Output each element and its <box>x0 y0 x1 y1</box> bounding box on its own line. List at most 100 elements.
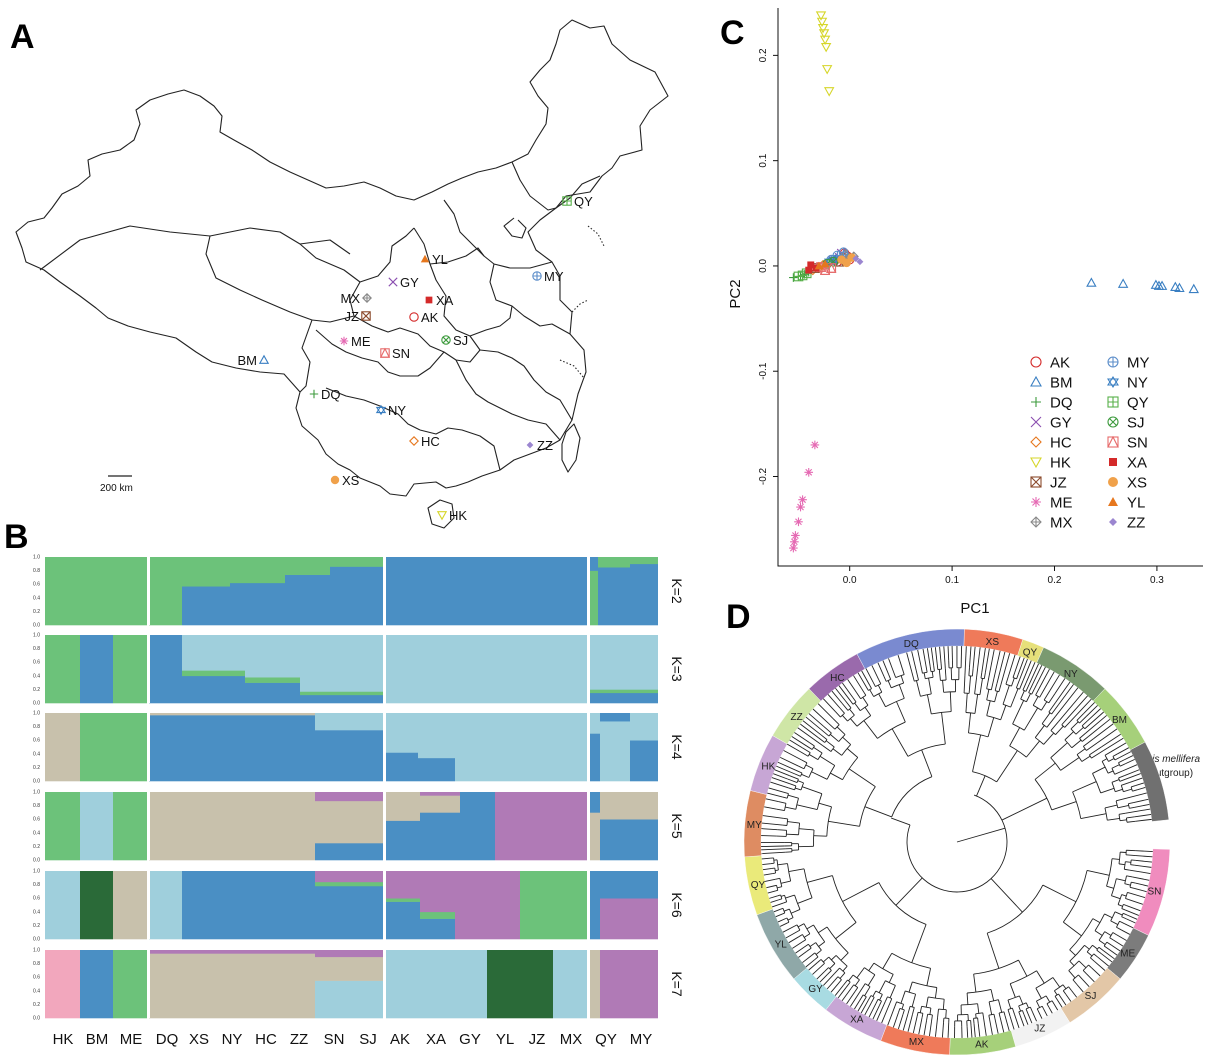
group-separator <box>383 557 386 625</box>
ancestry-block <box>182 675 245 704</box>
province-border <box>419 427 501 471</box>
coastline-detail <box>571 299 589 313</box>
ancestry-block <box>80 792 113 861</box>
legend-key-dq <box>1031 397 1041 407</box>
tree-branches <box>760 645 1153 1038</box>
pca-y-tick-label: -0.1 <box>758 362 769 380</box>
ancestry-block <box>420 792 460 796</box>
structure-y-tick: 0.2 <box>33 687 40 693</box>
pca-point <box>794 517 803 527</box>
ancestry-block <box>590 570 598 626</box>
province-border <box>489 263 571 335</box>
structure-y-tick: 0.2 <box>33 765 40 771</box>
legend-label-ak: AK <box>1050 355 1070 372</box>
pca-x-tick-label: 0.2 <box>1048 575 1062 586</box>
structure-row-k2: 0.0 0.2 0.4 0.6 0.8 1.0 K=2 <box>33 555 685 629</box>
pca-x-tick-label: 0.1 <box>945 575 959 586</box>
group-separator <box>383 950 386 1018</box>
ancestry-block <box>285 574 330 626</box>
clade-label: BM <box>1112 715 1127 726</box>
legend-label-gy: GY <box>1050 415 1072 432</box>
site-label-zz: ZZ <box>537 438 553 453</box>
clade-label: SJ <box>1085 991 1097 1002</box>
ancestry-block <box>182 557 230 587</box>
pca-point <box>821 65 833 75</box>
ancestry-block <box>45 557 147 626</box>
province-border <box>353 315 481 363</box>
pca-point <box>791 531 800 540</box>
province-border <box>429 247 485 265</box>
clade-label: NY <box>1064 669 1078 680</box>
clade-label: MY <box>747 820 762 831</box>
legend-key-ak <box>1030 356 1042 368</box>
ancestry-block <box>182 871 315 940</box>
ancestry-block <box>330 557 383 567</box>
pca-point <box>796 502 805 512</box>
pop-label-qy: QY <box>595 1031 617 1048</box>
legend-key-yl <box>1108 497 1118 506</box>
pca-point <box>815 11 827 21</box>
structure-y-tick: 1.0 <box>33 633 40 639</box>
structure-plots: 0.0 0.2 0.4 0.6 0.8 1.0 K=2 0.0 0.2 0.4 0.6 0.8 1.0 K… <box>33 555 685 1049</box>
ancestry-block <box>590 871 600 940</box>
structure-y-tick: 0.2 <box>33 844 40 850</box>
province-border <box>315 329 445 377</box>
structure-y-tick: 0.8 <box>33 646 40 652</box>
site-label-hk: HK <box>449 508 467 523</box>
pop-label-yl: YL <box>496 1031 514 1048</box>
structure-y-tick: 0.4 <box>33 751 40 757</box>
ancestry-block <box>300 694 383 704</box>
structure-y-tick: 0.0 <box>33 1016 40 1022</box>
ancestry-block <box>80 871 113 940</box>
province-border <box>455 359 561 441</box>
legend-key-mx <box>1030 516 1042 528</box>
ancestry-block <box>315 950 383 958</box>
k-label: K=6 <box>669 892 685 918</box>
tree-clade-qy: QY <box>744 855 774 916</box>
ancestry-block <box>315 881 383 887</box>
ancestry-block <box>420 812 460 861</box>
structure-y-tick: 0.0 <box>33 858 40 864</box>
pop-label-zz: ZZ <box>290 1031 308 1048</box>
pop-label-sn: SN <box>324 1031 345 1048</box>
pca-x-tick-label: 0.3 <box>1150 575 1164 586</box>
structure-y-tick: 0.0 <box>33 937 40 943</box>
pca-point <box>814 261 824 270</box>
ancestry-block <box>420 795 460 813</box>
ancestry-block <box>45 713 80 782</box>
structure-row-k7: 0.0 0.2 0.4 0.6 0.8 1.0 K=7 <box>33 948 685 1022</box>
legend-key-qy <box>1107 396 1119 408</box>
site-marker-me <box>339 336 349 346</box>
site-label-qy: QY <box>574 194 593 209</box>
site-label-mx: MX <box>341 291 361 306</box>
site-label-hc: HC <box>421 434 440 449</box>
structure-y-tick: 0.6 <box>33 738 40 744</box>
ancestry-block <box>598 567 630 626</box>
tree-clade-dq: DQ <box>856 628 965 670</box>
clade-label: JZ <box>1034 1023 1045 1034</box>
ancestry-block <box>230 582 285 626</box>
group-separator <box>147 635 150 703</box>
clade-label: XA <box>850 1015 864 1026</box>
pca-point <box>1188 283 1200 294</box>
clade-label: HK <box>761 761 775 772</box>
ancestry-block <box>45 792 80 861</box>
pca-point <box>819 35 831 46</box>
structure-row-k6: 0.0 0.2 0.4 0.6 0.8 1.0 K=6 <box>33 869 685 943</box>
pca-series-zz <box>852 255 864 266</box>
site-marker-zz <box>526 441 534 449</box>
pop-label-ny: NY <box>222 1031 243 1048</box>
site-label-yl: YL <box>432 252 448 267</box>
tree-clade-me: ME <box>1106 927 1149 980</box>
ancestry-block <box>285 557 330 575</box>
pca-point <box>817 24 829 34</box>
tree-clade-sj: SJ <box>1060 967 1121 1023</box>
structure-y-tick: 0.6 <box>33 660 40 666</box>
pop-label-ak: AK <box>390 1031 410 1048</box>
pca-point <box>789 273 798 282</box>
clade-label: SN <box>1148 887 1162 898</box>
legend-key-gy <box>1030 416 1042 428</box>
clade-label: XS <box>986 637 1000 648</box>
ancestry-block <box>113 871 147 940</box>
structure-y-tick: 0.8 <box>33 961 40 967</box>
